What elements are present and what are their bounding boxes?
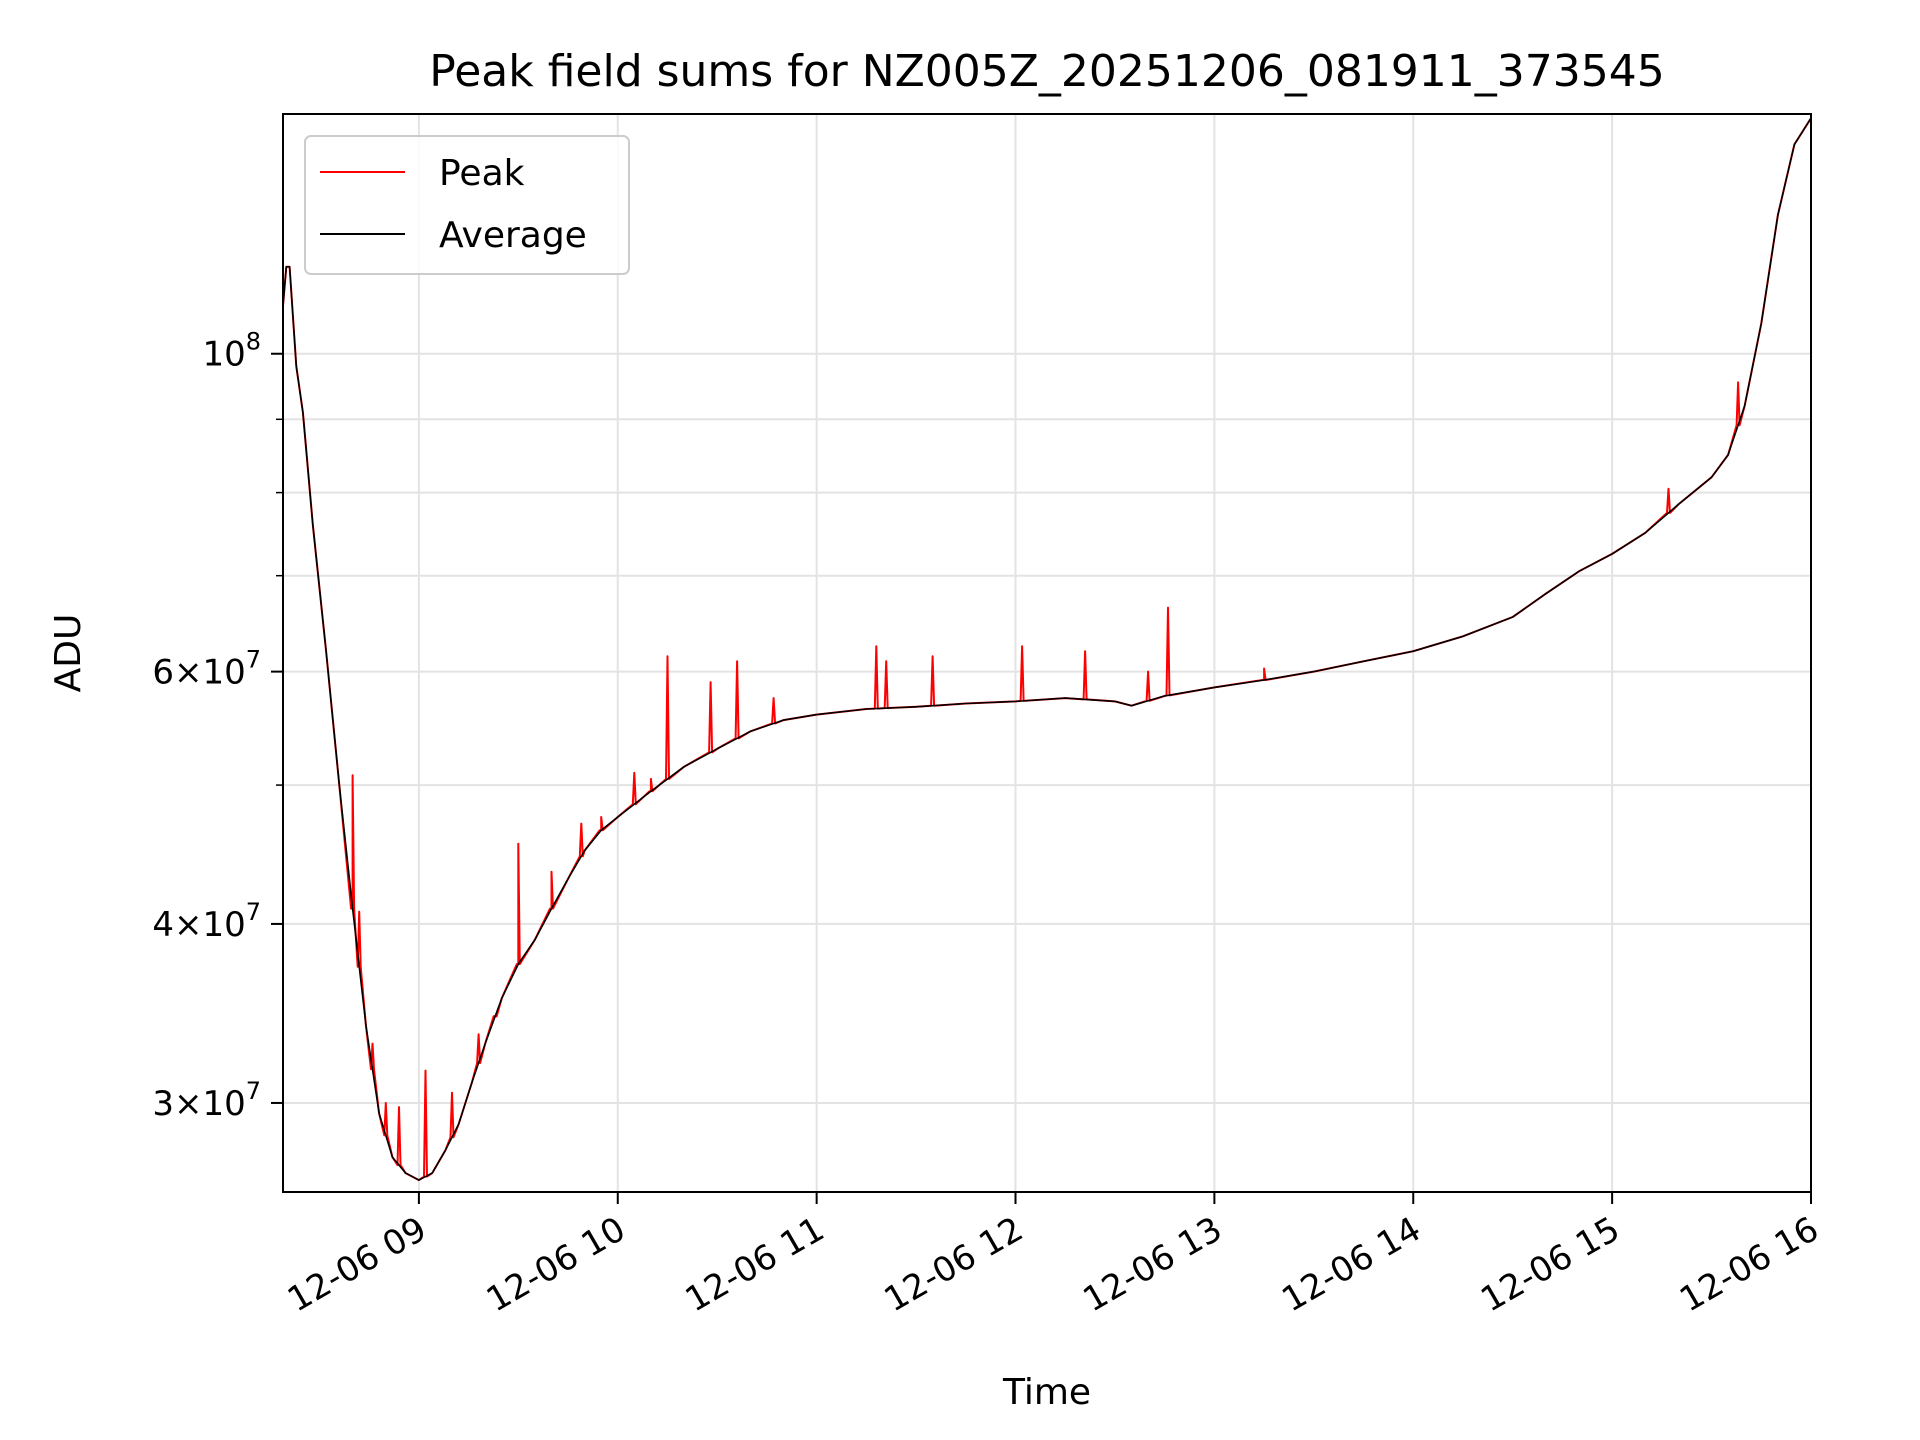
series-line-peak xyxy=(282,117,1812,1182)
grid xyxy=(283,114,1812,1192)
y-tick-label: 3×107 xyxy=(152,1077,261,1124)
y-tick-label: 4×107 xyxy=(152,898,261,945)
series-line-average xyxy=(282,117,1812,1181)
y-tick-label: 108 xyxy=(202,328,261,375)
legend-label: Peak xyxy=(439,153,525,194)
y-axis-label: ADU xyxy=(48,614,89,693)
chart-title: Peak field sums for NZ005Z_20251206_0819… xyxy=(429,46,1665,97)
legend: Peak Average xyxy=(304,135,630,275)
plot-frame xyxy=(282,113,1812,1193)
series-layer xyxy=(282,117,1812,1182)
legend-box xyxy=(304,135,630,275)
x-axis-label: Time xyxy=(1002,1372,1091,1413)
legend-label: Average xyxy=(439,215,587,256)
y-tick-label: 6×107 xyxy=(152,646,261,693)
